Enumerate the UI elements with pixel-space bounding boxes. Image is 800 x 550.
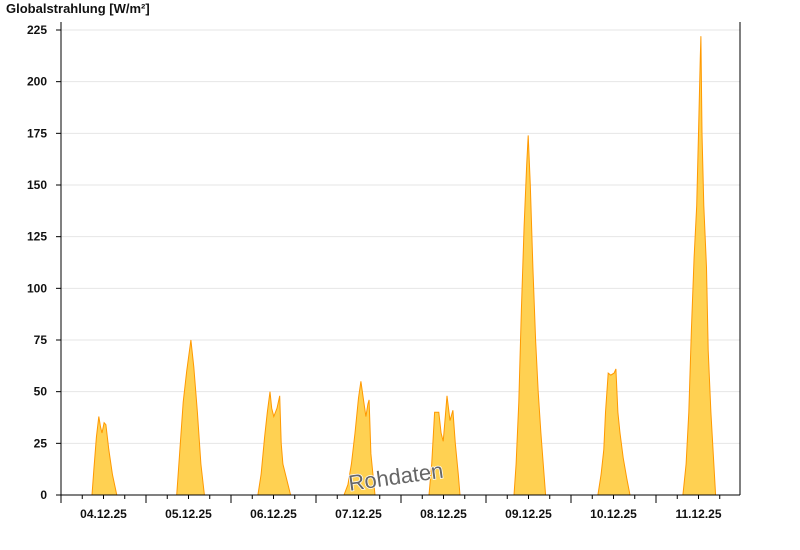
area-07.12.25 [343,381,376,496]
x-tick-label: 04.12.25 [80,507,127,521]
x-tick-label: 10.12.25 [590,507,637,521]
area-05.12.25 [176,339,205,496]
y-tick-label: 150 [27,178,47,192]
x-tick-label: 07.12.25 [335,507,382,521]
y-tick-label: 225 [27,23,47,37]
area-11.12.25 [682,36,717,496]
y-tick-label: 50 [34,385,48,399]
axes [56,22,741,496]
x-tick-label: 09.12.25 [505,507,552,521]
x-tick-label: 08.12.25 [420,507,467,521]
y-tick-label: 0 [40,488,47,502]
x-axis-ticks: 04.12.25 05.12.25 06.12.25 07.12.25 08.12.25… [60,495,722,521]
chart-title: Globalstrahlung [W/m²] [6,1,150,16]
area-06.12.25 [257,391,292,496]
area-09.12.25 [513,135,547,496]
y-axis-ticks: 0 25 50 75 100 125 150 175 200 225 [27,23,61,502]
gridlines [61,29,740,444]
x-tick-label: 05.12.25 [165,507,212,521]
area-10.12.25 [597,368,631,496]
y-tick-label: 25 [34,436,48,450]
y-tick-label: 125 [27,230,47,244]
y-tick-label: 75 [34,333,48,347]
series-areas [91,36,717,496]
y-tick-label: 175 [27,126,47,140]
x-tick-label: 11.12.25 [675,507,721,521]
area-04.12.25 [91,416,118,496]
area-08.12.25 [428,395,461,496]
x-tick-label: 06.12.25 [250,507,297,521]
y-tick-label: 100 [27,281,47,295]
y-tick-label: 200 [27,75,47,89]
